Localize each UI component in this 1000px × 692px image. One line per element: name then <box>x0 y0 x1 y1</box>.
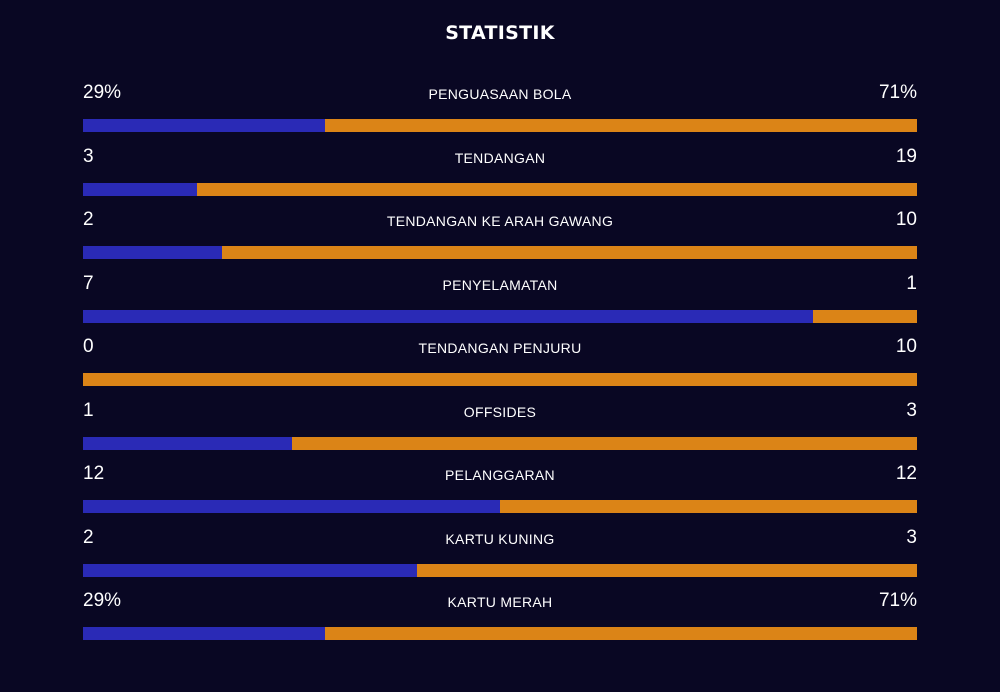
comparison-bar <box>83 373 917 386</box>
away-bar-segment <box>324 627 917 640</box>
stat-label: PELANGGARAN <box>445 467 555 483</box>
stats-list: 29% PENGUASAAN BOLA 71% 3 TENDANGAN 19 2… <box>83 82 917 654</box>
home-bar-segment <box>83 119 325 132</box>
stats-title: STATISTIK <box>445 22 555 44</box>
home-bar-segment <box>83 436 292 450</box>
away-value: 3 <box>906 526 917 548</box>
away-value: 3 <box>906 399 917 421</box>
away-bar-segment <box>500 500 917 513</box>
comparison-bar <box>83 309 917 323</box>
stat-row-corners: 0 TENDANGAN PENJURU 10 <box>83 336 917 400</box>
away-value: 10 <box>895 209 917 230</box>
home-value: 29% <box>83 82 122 103</box>
home-bar-segment <box>83 563 417 577</box>
stat-label: KARTU MERAH <box>447 594 553 610</box>
comparison-bar <box>83 182 917 196</box>
home-bar-segment <box>83 500 500 513</box>
home-bar-segment <box>83 309 813 323</box>
away-value: 19 <box>895 145 917 167</box>
comparison-bar <box>83 246 917 259</box>
stat-label: OFFSIDES <box>463 403 537 420</box>
comparison-bar <box>83 436 917 450</box>
stat-row-shots: 3 TENDANGAN 19 <box>83 146 917 210</box>
home-value: 29% <box>83 590 122 611</box>
away-bar-segment <box>324 119 917 132</box>
comparison-bar <box>83 563 917 577</box>
stat-row-offsides: 1 OFFSIDES 3 <box>83 400 917 464</box>
stat-label: PENGUASAAN BOLA <box>428 86 572 102</box>
away-bar-segment <box>812 309 917 323</box>
away-bar-segment <box>83 373 917 386</box>
away-value: 71% <box>878 590 917 611</box>
away-bar-segment <box>196 182 917 196</box>
comparison-bar <box>83 500 917 513</box>
home-value: 0 <box>83 336 94 357</box>
home-value: 1 <box>83 399 94 421</box>
away-bar-segment <box>291 436 917 450</box>
stat-row-shots-on-target: 2 TENDANGAN KE ARAH GAWANG 10 <box>83 209 917 273</box>
home-value: 2 <box>83 526 94 548</box>
away-value: 10 <box>895 336 917 357</box>
stat-row-possession: 29% PENGUASAAN BOLA 71% <box>83 82 917 146</box>
stat-label: TENDANGAN PENJURU <box>418 340 582 356</box>
home-value: 2 <box>83 209 94 230</box>
away-value: 1 <box>906 272 917 294</box>
stat-row-yellow-cards: 2 KARTU KUNING 3 <box>83 527 917 591</box>
stat-label: KARTU KUNING <box>445 530 555 547</box>
home-value: 3 <box>83 145 94 167</box>
home-bar-segment <box>83 246 223 259</box>
comparison-bar <box>83 627 917 640</box>
home-bar-segment <box>83 182 197 196</box>
stat-label: TENDANGAN KE ARAH GAWANG <box>386 213 614 229</box>
away-bar-segment <box>222 246 917 259</box>
stat-label: PENYELAMATAN <box>442 276 558 293</box>
stat-label: TENDANGAN <box>454 149 546 166</box>
home-value: 12 <box>83 463 105 484</box>
comparison-bar <box>83 119 917 132</box>
home-bar-segment <box>83 627 325 640</box>
away-value: 71% <box>878 82 917 103</box>
stat-row-fouls: 12 PELANGGARAN 12 <box>83 463 917 527</box>
away-value: 12 <box>895 463 917 484</box>
away-bar-segment <box>416 563 917 577</box>
stat-row-red-cards: 29% KARTU MERAH 71% <box>83 590 917 654</box>
home-value: 7 <box>83 272 94 294</box>
stat-row-saves: 7 PENYELAMATAN 1 <box>83 273 917 337</box>
